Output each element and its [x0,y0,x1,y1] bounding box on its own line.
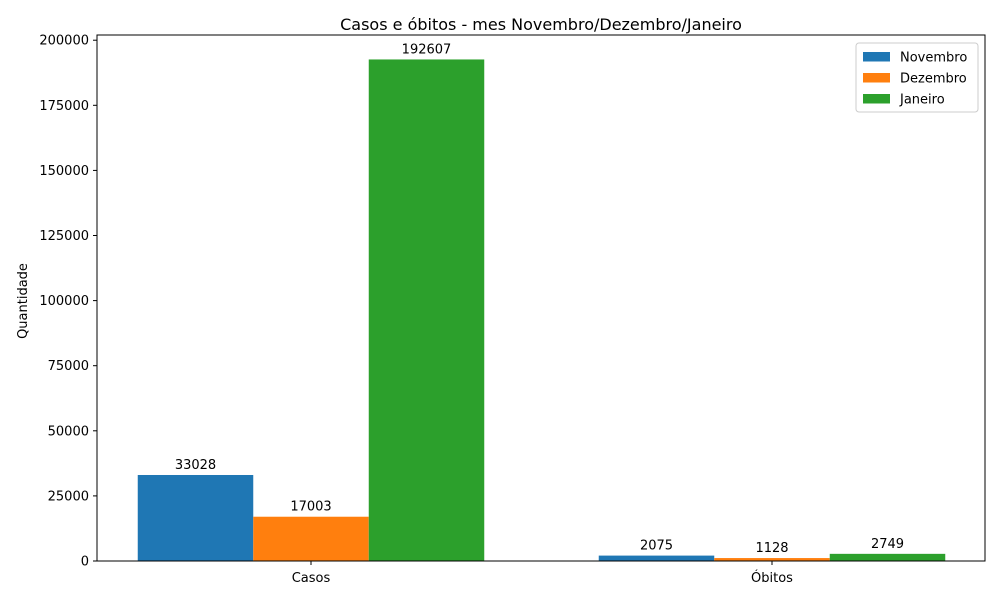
bar-dezembro-1 [714,558,830,561]
legend-label-novembro: Novembro [900,51,967,66]
legend-swatch-janeiro [863,94,890,104]
data-label: 192607 [402,42,452,57]
data-label: 2749 [871,537,904,552]
y-tick-label: 175000 [39,99,89,114]
y-tick-label: 200000 [39,34,89,49]
plot-area: 33028 2075 17003 1128 192607 2749 0 25000 50000 7… [39,34,986,586]
data-label: 33028 [175,458,216,473]
axes-frame [96,34,986,562]
bar-novembro-0 [137,474,254,561]
bar-janeiro-0 [368,59,485,562]
bar-dezembro-0 [253,516,369,561]
data-label: 17003 [290,500,331,515]
chart-title: Casos e óbitos - mes Novembro/Dezembro/J… [340,15,742,34]
x-tick-label: Óbitos [751,570,793,586]
legend-label-dezembro: Dezembro [900,72,967,87]
legend-label-janeiro: Janeiro [899,93,945,108]
legend-swatch-novembro [863,52,890,62]
x-tick-label: Casos [292,571,331,586]
y-tick-label: 0 [81,555,89,570]
y-tick-label: 75000 [48,359,89,374]
y-tick-label: 25000 [48,489,89,504]
bar-janeiro-1 [829,553,946,561]
legend-swatch-dezembro [863,73,890,83]
data-label: 1128 [755,541,788,556]
bar-novembro-1 [598,555,715,561]
data-label: 2075 [640,539,673,554]
y-axis-label: Quantidade [16,263,31,339]
y-tick-label: 50000 [48,424,89,439]
y-tick-label: 125000 [39,229,89,244]
y-tick-label: 150000 [39,164,89,179]
y-tick-label: 100000 [39,294,89,309]
